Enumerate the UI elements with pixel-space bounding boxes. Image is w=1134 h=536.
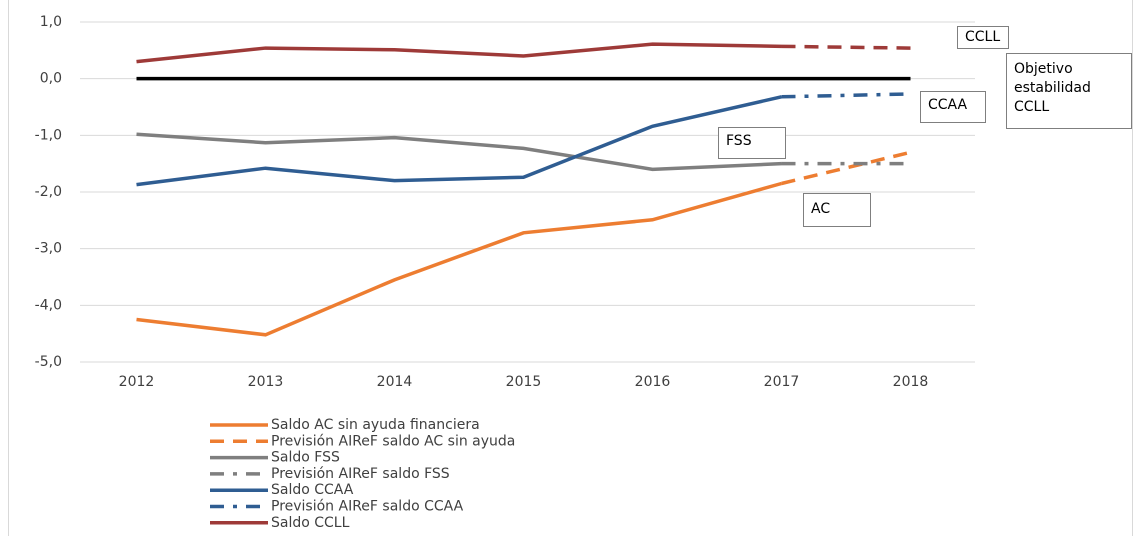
y-tick-label: -4,0 (35, 297, 62, 313)
annotation: CCLL (957, 26, 1009, 49)
annotation: FSS (718, 127, 786, 159)
y-tick-label: -5,0 (35, 354, 62, 370)
legend-label: Previsión AIReF saldo FSS (271, 466, 450, 482)
annotation: Objetivo estabilidad CCLL (1006, 53, 1132, 129)
x-tick-label: 2018 (893, 374, 929, 390)
x-tick-label: 2016 (635, 374, 671, 390)
x-tick-label: 2017 (764, 374, 800, 390)
y-tick-label: -1,0 (35, 127, 62, 143)
series-line (781, 150, 911, 186)
series-line (136, 181, 782, 337)
series-line (136, 132, 782, 172)
annotation: CCAA (920, 91, 986, 123)
legend-label: Previsión AIReF saldo AC sin ayuda (271, 433, 515, 449)
legend-label: Previsión AIReF saldo CCAA (271, 499, 464, 515)
y-tick-label: -3,0 (35, 241, 62, 257)
x-tick-label: 2012 (119, 374, 155, 390)
series-line (781, 92, 911, 99)
y-tick-label: 0,0 (40, 71, 62, 87)
legend-label: Saldo FSS (271, 450, 340, 466)
y-tick-label: -2,0 (35, 184, 62, 200)
x-tick-label: 2015 (506, 374, 542, 390)
series-line (136, 42, 782, 64)
x-tick-label: 2013 (248, 374, 284, 390)
series-line (136, 95, 782, 187)
legend-label: Saldo CCLL (271, 515, 350, 531)
legend-label: Saldo AC sin ayuda financiera (271, 417, 480, 433)
series-line (781, 44, 911, 50)
y-tick-label: 1,0 (40, 14, 62, 30)
chart-frame (8, 0, 1133, 536)
annotation: AC (803, 193, 871, 227)
x-tick-label: 2014 (377, 374, 413, 390)
legend-label: Saldo CCAA (271, 482, 354, 498)
